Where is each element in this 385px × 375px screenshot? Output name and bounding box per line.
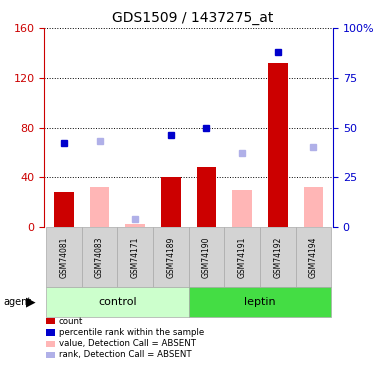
Text: ▶: ▶ xyxy=(26,296,36,308)
Text: GSM74194: GSM74194 xyxy=(309,236,318,278)
Bar xyxy=(82,227,117,287)
Bar xyxy=(224,227,260,287)
Text: GDS1509 / 1437275_at: GDS1509 / 1437275_at xyxy=(112,11,273,25)
Bar xyxy=(46,227,82,287)
Text: agent: agent xyxy=(4,297,32,307)
Bar xyxy=(153,227,189,287)
Bar xyxy=(90,187,109,227)
Bar xyxy=(268,63,288,227)
Bar xyxy=(117,227,153,287)
Text: leptin: leptin xyxy=(244,297,276,307)
Text: count: count xyxy=(59,316,83,326)
Text: percentile rank within the sample: percentile rank within the sample xyxy=(59,328,204,337)
Bar xyxy=(161,177,181,227)
Bar xyxy=(260,227,296,287)
Bar xyxy=(304,187,323,227)
Bar xyxy=(189,227,224,287)
Text: GSM74189: GSM74189 xyxy=(166,236,175,278)
Bar xyxy=(126,224,145,227)
Text: GSM74190: GSM74190 xyxy=(202,236,211,278)
Bar xyxy=(54,192,74,227)
Text: GSM74081: GSM74081 xyxy=(59,236,69,278)
Bar xyxy=(232,190,252,227)
Text: control: control xyxy=(98,297,137,307)
Bar xyxy=(296,227,331,287)
Text: rank, Detection Call = ABSENT: rank, Detection Call = ABSENT xyxy=(59,350,191,359)
Bar xyxy=(197,167,216,227)
Text: GSM74192: GSM74192 xyxy=(273,236,282,278)
Bar xyxy=(189,287,331,317)
Text: GSM74191: GSM74191 xyxy=(238,236,247,278)
Text: value, Detection Call = ABSENT: value, Detection Call = ABSENT xyxy=(59,339,196,348)
Text: GSM74083: GSM74083 xyxy=(95,236,104,278)
Text: GSM74171: GSM74171 xyxy=(131,236,140,278)
Bar xyxy=(46,287,189,317)
